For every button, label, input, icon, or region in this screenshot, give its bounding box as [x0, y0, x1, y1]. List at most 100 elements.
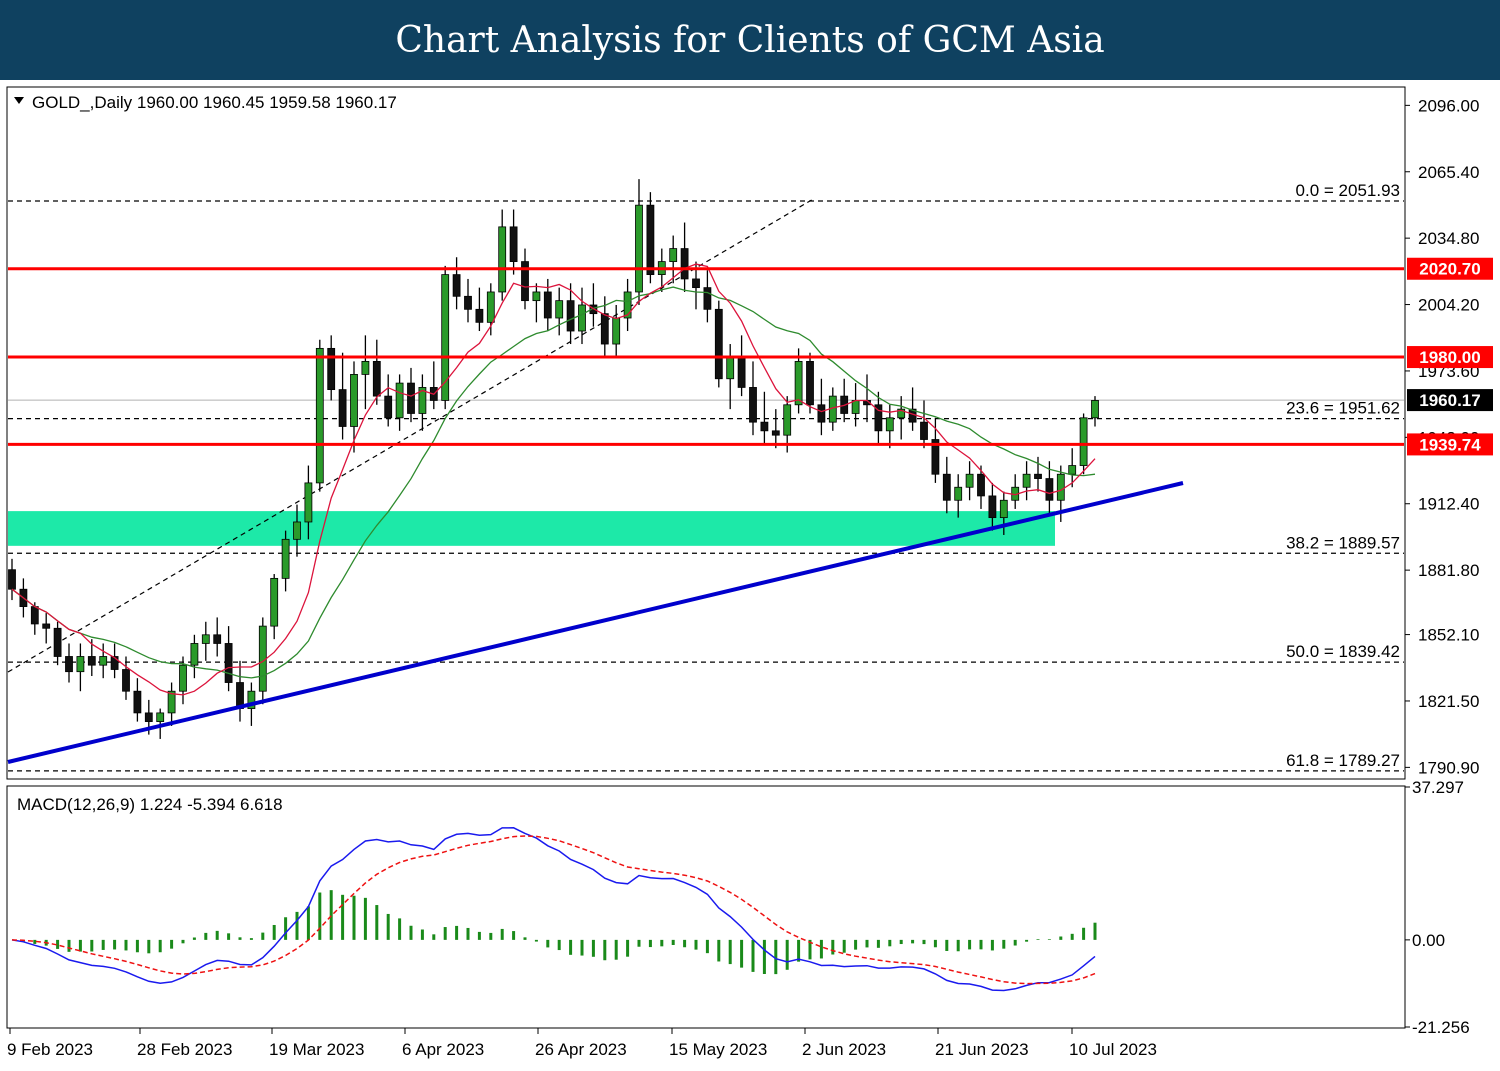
- candle-body: [600, 313, 609, 345]
- date-tick-label: 21 Jun 2023: [935, 1040, 1029, 1059]
- ascending-trend-line: [7, 481, 1184, 764]
- candle-body: [1022, 473, 1031, 488]
- date-tick-label: 15 May 2023: [669, 1040, 767, 1059]
- price-axis-box-label: 2020.70: [1419, 260, 1480, 279]
- candle-body: [1056, 473, 1065, 501]
- candle-body: [806, 360, 814, 406]
- candle-body: [258, 625, 267, 692]
- candle-body: [65, 656, 73, 673]
- price-tick-label: 1912.40: [1418, 495, 1479, 514]
- candle-body: [327, 347, 336, 391]
- dropdown-triangle-icon[interactable]: [14, 97, 24, 104]
- macd-tick-label: 37.297: [1412, 778, 1464, 797]
- candle-body: [133, 690, 142, 714]
- candle-body: [897, 408, 906, 419]
- candle-body: [361, 360, 370, 375]
- candle-body: [954, 486, 963, 501]
- candle-body: [543, 291, 552, 319]
- candle-body: [53, 627, 62, 657]
- candle-body: [464, 295, 472, 310]
- candle-body: [874, 404, 883, 432]
- candle-body: [315, 347, 324, 484]
- candle-body: [999, 499, 1008, 519]
- candle-body: [931, 439, 940, 475]
- candle-body: [498, 226, 507, 293]
- candle-body: [201, 634, 210, 644]
- candle-body: [213, 634, 222, 644]
- candle-body: [726, 356, 735, 380]
- candle-body: [1079, 417, 1088, 466]
- price-tick-label: 2065.40: [1418, 163, 1479, 182]
- support-zone: [8, 511, 1055, 546]
- candle-body: [566, 300, 575, 332]
- candle-body: [30, 606, 39, 625]
- macd-tick-label: -21.256: [1412, 1018, 1470, 1037]
- candle-body: [441, 274, 450, 401]
- candle-body: [270, 577, 279, 627]
- price-axis-box: [1407, 433, 1493, 456]
- candle-body: [99, 656, 108, 666]
- macd-label: MACD(12,26,9) 1.224 -5.394 6.618: [17, 795, 283, 814]
- candle-body: [680, 248, 689, 280]
- candle-body: [224, 643, 233, 683]
- candle-body: [988, 495, 997, 519]
- price-axis-box: [1407, 389, 1493, 412]
- candle-body: [1034, 473, 1042, 479]
- candle-body: [521, 261, 529, 302]
- candle-body: [977, 473, 985, 497]
- candle-body: [942, 473, 951, 501]
- candle-body: [350, 374, 358, 427]
- candle-body: [190, 643, 199, 666]
- candle-body: [293, 521, 301, 540]
- fibonacci-label: 38.2 = 1889.57: [1286, 533, 1400, 552]
- title-banner: Chart Analysis for Clients of GCM Asia: [0, 0, 1500, 80]
- price-panel-frame: [6, 86, 1406, 780]
- price-axis-box: [1407, 346, 1493, 369]
- banner-title: Chart Analysis for Clients of GCM Asia: [395, 19, 1105, 61]
- dashed-trend-line: [7, 197, 816, 673]
- candle-body: [42, 623, 51, 629]
- price-tick-label: 1881.80: [1418, 561, 1479, 580]
- fibonacci-label: 0.0 = 2051.93: [1296, 181, 1400, 200]
- candle-body: [623, 291, 632, 319]
- signal-line: [11, 835, 1096, 985]
- candle-body: [167, 690, 176, 714]
- price-axis-box-label: 1960.17: [1419, 391, 1480, 410]
- candle-body: [179, 664, 187, 692]
- macd-layers: [11, 827, 1097, 992]
- fibonacci-label: 50.0 = 1839.42: [1286, 642, 1400, 661]
- price-tick-label: 1821.50: [1418, 692, 1479, 711]
- candle-body: [646, 204, 655, 276]
- candle-body: [749, 387, 757, 423]
- candle-body: [407, 382, 415, 414]
- candle-body: [144, 712, 153, 722]
- candle-body: [486, 291, 495, 323]
- candle-body: [760, 421, 769, 432]
- candle-body: [87, 656, 96, 666]
- candle-body: [555, 300, 564, 319]
- candle-body: [635, 204, 643, 293]
- price-tick-label: 2034.80: [1418, 229, 1479, 248]
- date-tick-label: 19 Mar 2023: [269, 1040, 364, 1059]
- candle-body: [817, 404, 826, 423]
- candle-body: [1091, 400, 1099, 419]
- candle-body: [509, 226, 518, 262]
- candle-body: [737, 356, 746, 388]
- candle-body: [714, 308, 723, 380]
- symbol-header: GOLD_,Daily 1960.00 1960.45 1959.58 1960…: [14, 93, 397, 112]
- candle-body: [110, 656, 119, 670]
- date-tick-label: 28 Feb 2023: [137, 1040, 232, 1059]
- candle-body: [8, 569, 16, 590]
- date-tick-label: 10 Jul 2023: [1069, 1040, 1157, 1059]
- axis-layers: 2096.002065.402034.802004.201973.601943.…: [7, 96, 1493, 1059]
- price-axis-box: [1407, 257, 1493, 280]
- candle-body: [578, 304, 586, 332]
- candle-body: [338, 389, 347, 427]
- candle-body: [372, 360, 381, 397]
- price-tick-label: 2096.00: [1418, 96, 1479, 115]
- candle-body: [920, 421, 928, 440]
- candle-body: [669, 248, 678, 262]
- candle-body: [281, 538, 290, 579]
- candle-body: [304, 482, 313, 523]
